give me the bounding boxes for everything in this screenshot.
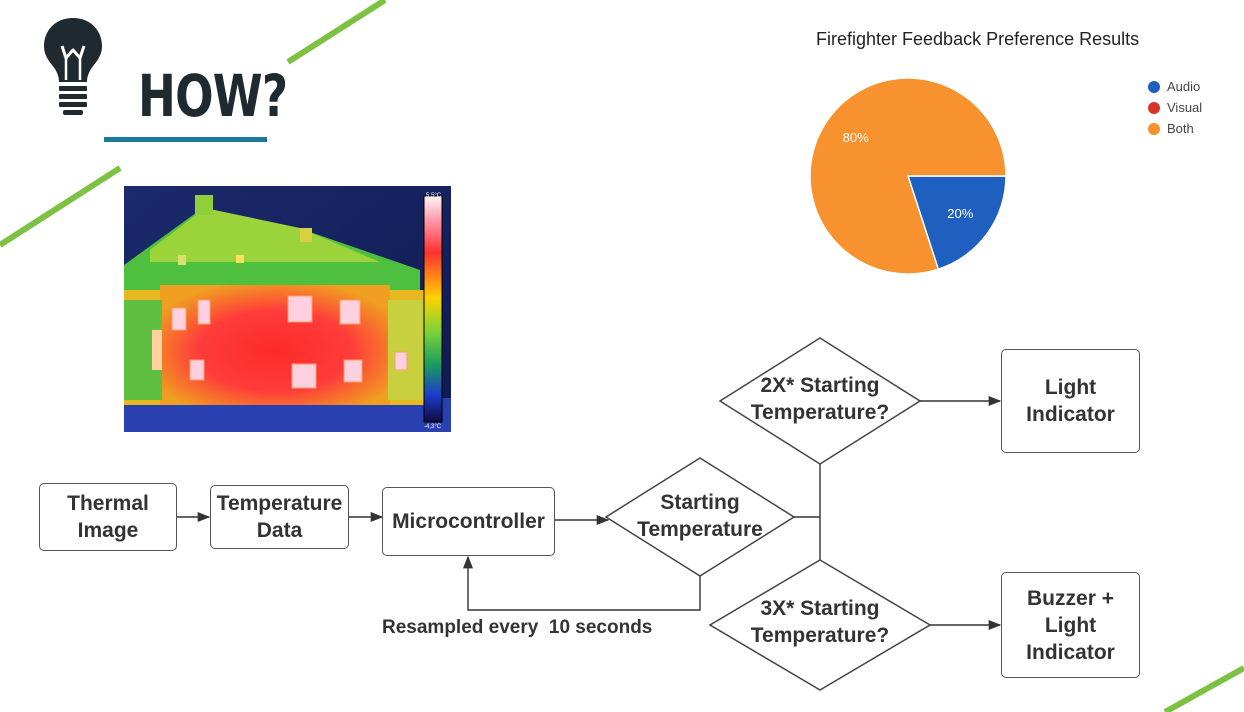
label-3x-check: 3X* Starting Temperature? (750, 597, 890, 647)
thermal-scale-max: 5,5°C (426, 193, 442, 199)
diamond-3x-check (708, 559, 932, 691)
pie-slice-audio (906, 175, 1007, 271)
legend-label-both: Both (1167, 121, 1194, 136)
pie-slice-both (809, 77, 1007, 275)
box-thermal-image: Thermal Image (39, 483, 177, 551)
resample-note: Resampled every 10 seconds (382, 617, 653, 638)
box-buzzer-light-indicator: Buzzer + Light Indicator (1001, 572, 1140, 678)
box-temperature-data: Temperature Data (210, 485, 349, 549)
arrow-resample-loop (462, 555, 701, 611)
legend-dot-audio (1148, 80, 1160, 93)
thermal-image: 5,5°C -4,3°C (124, 186, 451, 432)
label-starting-temperature: Starting Temperature (637, 491, 763, 541)
pie-label-both: 80% (843, 130, 869, 145)
legend-item-both: Both (1148, 118, 1202, 139)
box-light-indicator: Light Indicator (1001, 349, 1140, 453)
pie-chart: 20% 80% (809, 77, 1007, 275)
chart-legend: Audio Visual Both (1148, 76, 1202, 139)
flowchart-connectors (176, 395, 1002, 631)
thermal-scale-min: -4,3°C (424, 424, 442, 430)
stripe-left (0, 165, 122, 248)
stripe-top (286, 0, 387, 65)
chart-title: Firefighter Feedback Preference Results (816, 29, 1140, 49)
legend-label-audio: Audio (1167, 79, 1201, 94)
stripe-bottom-right (1163, 665, 1244, 712)
title-underline (104, 137, 267, 142)
label-2x-check: 2X* Starting Temperature? (750, 374, 890, 424)
legend-item-visual: Visual (1148, 97, 1202, 118)
legend-dot-both (1148, 122, 1160, 135)
legend-item-audio: Audio (1148, 76, 1202, 97)
flowchart-diamonds (604, 337, 932, 691)
legend-dot-visual (1148, 101, 1160, 114)
slide-title: HOW? (138, 62, 288, 130)
pie-label-audio: 20% (947, 206, 973, 221)
legend-label-visual: Visual (1167, 100, 1203, 115)
box-microcontroller: Microcontroller (382, 487, 555, 556)
lightbulb-icon (44, 18, 102, 115)
